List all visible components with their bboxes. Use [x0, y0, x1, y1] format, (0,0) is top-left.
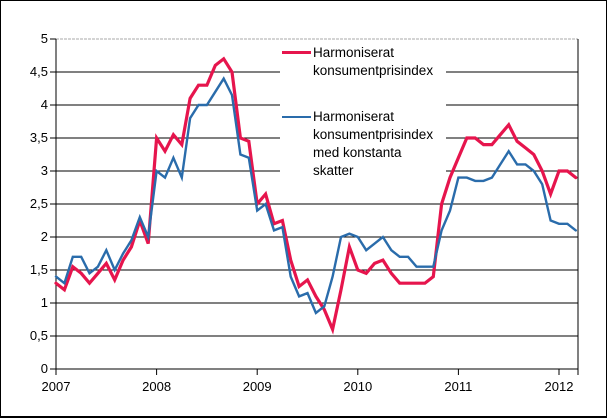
legend-label-hicp: Harmoniserat konsumentprisindex: [313, 44, 433, 80]
legend-line: Harmoniserat: [313, 109, 395, 124]
y-tick-label: 2,5: [29, 196, 48, 211]
legend-entry-hicp-ct: Harmoniserat konsumentprisindex med kons…: [282, 108, 440, 182]
hicp-line-swatch-icon: [282, 51, 311, 54]
legend-line: konsumentprisindex: [313, 63, 434, 78]
legend-line: med konstanta: [313, 145, 402, 160]
y-tick-label: 4: [40, 97, 48, 112]
x-tick-label: 2008: [142, 379, 172, 394]
y-tick-label: 3,5: [29, 130, 48, 145]
hicp-series-line: [54, 56, 578, 335]
x-tick-label: 2009: [242, 379, 272, 394]
hicp-ct-series-line: [54, 76, 577, 315]
x-tick-label: 2012: [544, 379, 574, 394]
legend-line: Harmoniserat: [313, 45, 395, 60]
y-tick-label: 0,5: [29, 328, 48, 343]
x-tick-label: 2011: [444, 379, 473, 394]
legend-entry-hicp: Harmoniserat konsumentprisindex: [282, 44, 440, 82]
y-tick-label: 3: [40, 163, 48, 178]
legend-line: skatter: [313, 163, 354, 178]
y-tick-label: 0: [40, 361, 48, 376]
legend-label-hicp-ct: Harmoniserat konsumentprisindex med kons…: [313, 108, 433, 180]
y-tick-label: 1,5: [29, 262, 48, 277]
y-tick-label: 1: [40, 295, 48, 310]
x-tick-label: 2010: [343, 379, 373, 394]
legend-line: konsumentprisindex: [313, 127, 434, 142]
hicp-ct-line-swatch-icon: [282, 116, 311, 118]
y-tick-label: 5: [40, 31, 48, 46]
y-tick-label: 2: [40, 229, 48, 244]
x-tick-label: 2007: [41, 379, 71, 394]
y-tick-label: 4,5: [29, 64, 48, 79]
